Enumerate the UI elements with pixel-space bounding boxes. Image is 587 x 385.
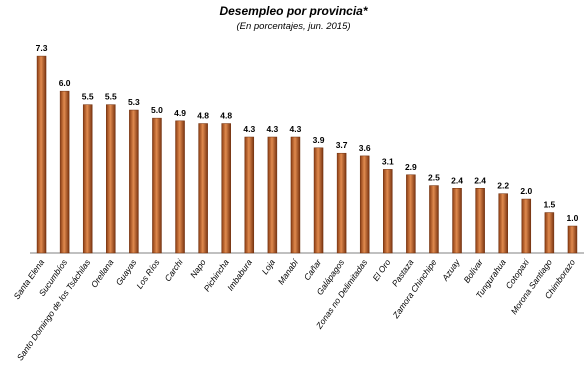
category-label: Napo (188, 257, 208, 280)
category-label: Azuay (439, 257, 462, 284)
bar-value-label: 3.6 (359, 143, 371, 153)
bar (106, 104, 116, 254)
bar (198, 123, 208, 254)
bar (82, 104, 93, 254)
bar-value-label: 2.4 (451, 175, 463, 185)
value-labels-group: 7.3 6.0 5.5 5.5 5.3 5.0 4.9 4.8 4.8 4.3 4.3 4.3 3.9 3… (36, 43, 579, 223)
bar (406, 174, 416, 254)
bar (544, 212, 555, 254)
bar-value-label: 3.1 (382, 156, 394, 166)
bar (152, 117, 162, 254)
bar (59, 90, 70, 254)
bar-value-label: 3.7 (336, 140, 348, 150)
bar-value-label: 4.3 (266, 124, 278, 134)
bar-value-label: 2.2 (497, 181, 509, 191)
bar (244, 136, 255, 254)
bar (383, 169, 393, 254)
bar-value-label: 3.9 (313, 135, 325, 145)
bar-value-label: 2.9 (405, 162, 417, 172)
bar-value-label: 5.5 (105, 92, 117, 102)
bar (359, 155, 370, 254)
bar-value-label: 4.3 (243, 124, 255, 134)
bar-value-label: 4.8 (220, 111, 232, 121)
bar (290, 136, 301, 254)
bar-value-label: 1.5 (543, 200, 555, 210)
category-label: El Oro (370, 257, 392, 283)
category-label: Cañar (302, 256, 324, 282)
bar (521, 198, 532, 254)
bar-value-label: 6.0 (59, 78, 71, 88)
category-label: Bolívar (461, 256, 485, 284)
bar-value-label: 7.3 (36, 43, 48, 53)
bar (313, 147, 324, 254)
bar-value-label: 2.4 (474, 175, 486, 185)
bar (336, 152, 347, 254)
category-label: Manabí (276, 256, 301, 286)
bar-value-label: 4.9 (174, 108, 186, 118)
chart-title: Desempleo por provincia* (219, 4, 368, 18)
bar-value-label: 4.8 (197, 111, 209, 121)
bar (267, 136, 278, 254)
bars-group (36, 55, 578, 254)
bar (129, 109, 139, 254)
bar (498, 193, 508, 254)
category-label: Orellana (89, 257, 116, 289)
category-label: Carchi (162, 257, 185, 284)
bar (36, 55, 47, 254)
bar (567, 225, 578, 254)
bar-value-label: 5.0 (151, 105, 163, 115)
category-label: Los Ríos (134, 257, 162, 291)
bar (221, 123, 231, 254)
chart-subtitle: (En porcentajes, jun. 2015) (236, 21, 351, 32)
category-label: Loja (260, 257, 278, 276)
bar (429, 185, 439, 254)
bar-value-label: 1.0 (567, 213, 579, 223)
bar-value-label: 5.3 (128, 97, 140, 107)
bar-value-label: 2.0 (520, 186, 532, 196)
bar (175, 120, 185, 254)
bar-value-label: 5.5 (82, 92, 94, 102)
bar-value-label: 2.5 (428, 173, 440, 183)
bar (452, 188, 462, 254)
bar-value-label: 4.3 (290, 124, 302, 134)
bar (475, 188, 485, 254)
